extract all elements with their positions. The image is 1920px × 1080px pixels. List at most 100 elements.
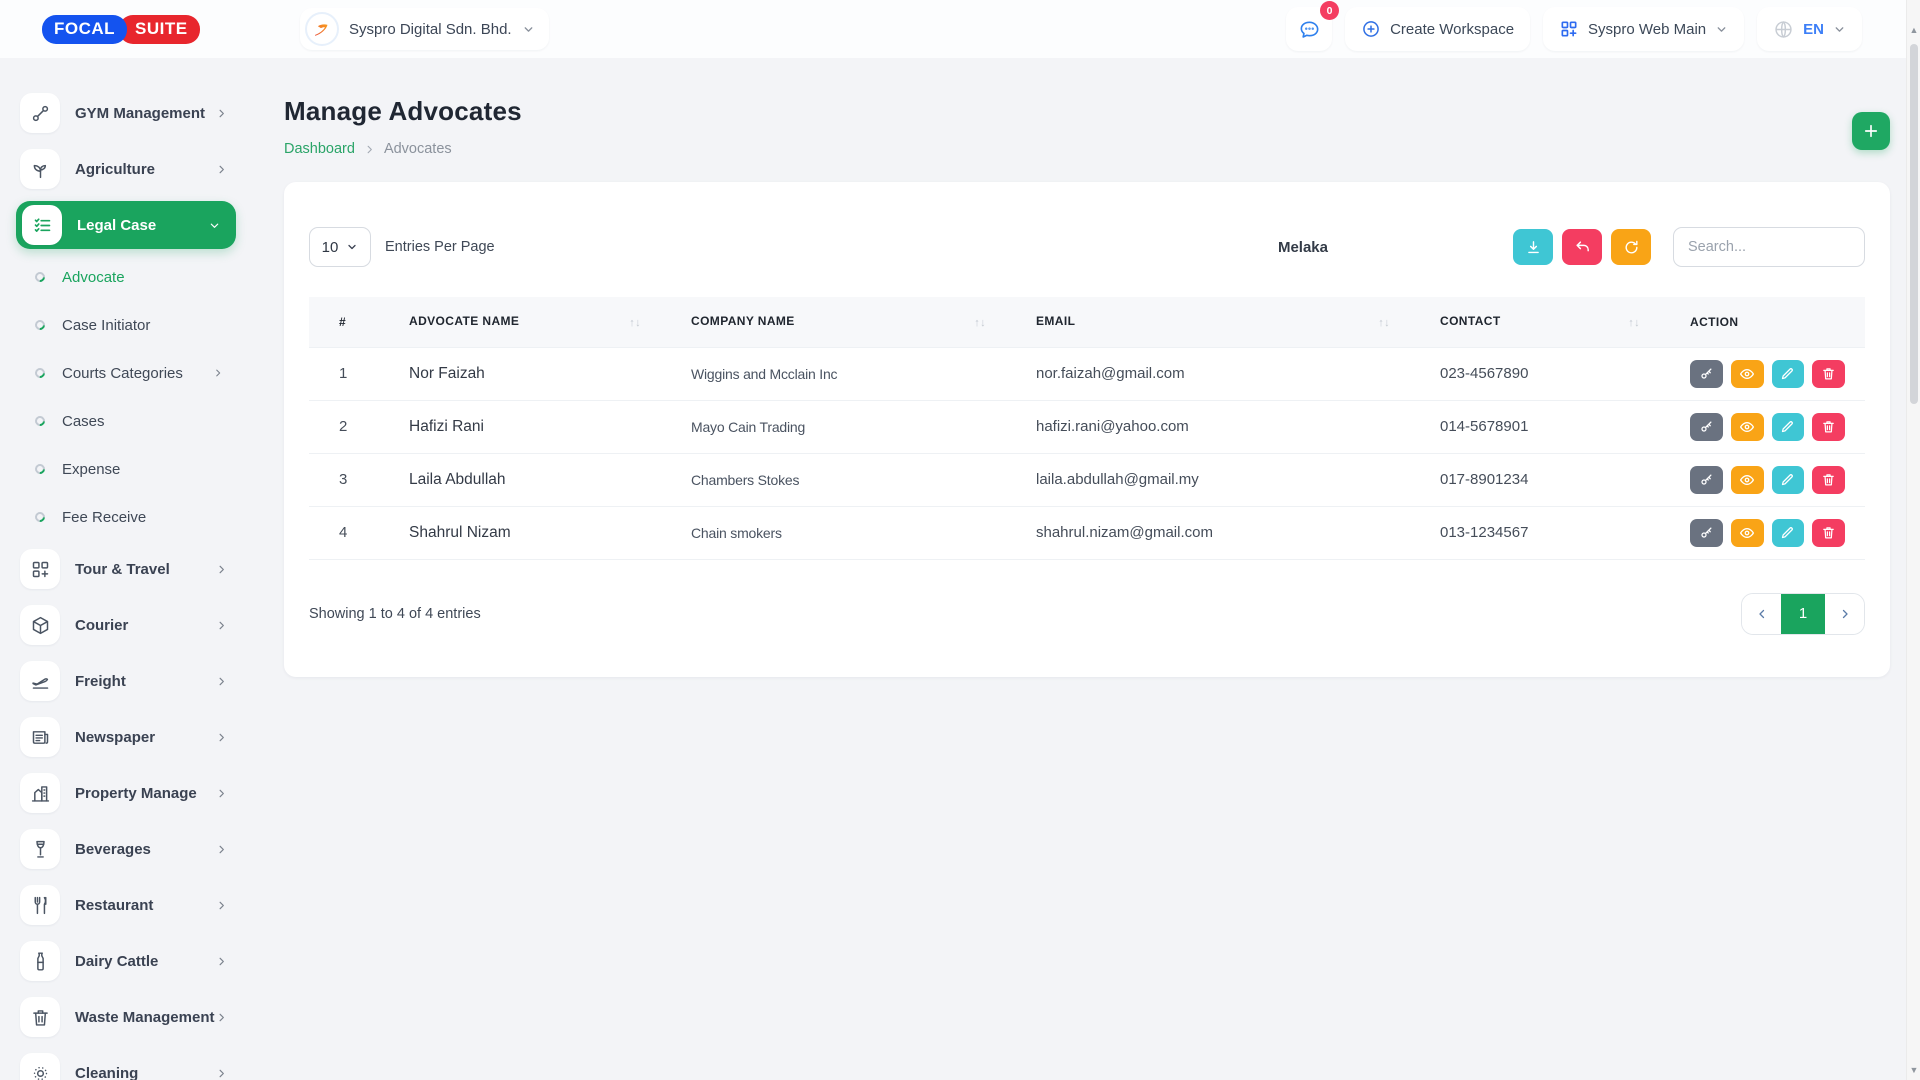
scroll-down-arrow[interactable]: ▼: [1909, 1065, 1919, 1075]
sidebar-item-gym-management[interactable]: GYM Management: [0, 85, 255, 141]
breadcrumb-current: Advocates: [383, 141, 452, 157]
edit-button[interactable]: [1771, 412, 1805, 441]
newspaper-icon: [20, 717, 60, 757]
sidebar-item-waste-management[interactable]: Waste Management: [0, 989, 255, 1045]
sidebar-item-newspaper[interactable]: Newspaper: [0, 709, 255, 765]
key-icon: [1701, 527, 1712, 538]
eye-icon: [1740, 421, 1755, 432]
workspace-selector[interactable]: Syspro Digital Sdn. Bhd.: [300, 8, 549, 50]
plane-icon: [20, 661, 60, 701]
sidebar-item-freight[interactable]: Freight: [0, 653, 255, 709]
logo-focal: FOCAL: [42, 15, 128, 44]
page-scrollbar: ▲ ▼: [1906, 0, 1920, 1080]
permissions-button[interactable]: [1690, 465, 1723, 494]
app-menu-label: Syspro Web Main: [1588, 20, 1707, 38]
package-icon: [20, 605, 60, 645]
sidebar-item-dairy-cattle[interactable]: Dairy Cattle: [0, 933, 255, 989]
language-selector[interactable]: EN: [1757, 7, 1862, 51]
delete-button[interactable]: [1812, 412, 1845, 441]
col-email[interactable]: EMAIL ↑↓: [1006, 297, 1410, 347]
pencil-icon: [1782, 368, 1794, 380]
edit-button[interactable]: [1771, 518, 1805, 547]
sidebar-item-legal-case[interactable]: Legal Case: [16, 201, 236, 249]
seedling-icon: [20, 149, 60, 189]
language-label: EN: [1803, 20, 1824, 38]
create-workspace-button[interactable]: Create Workspace: [1345, 7, 1531, 51]
building-icon: [20, 773, 60, 813]
sidebar-item-cleaning[interactable]: Cleaning: [0, 1045, 255, 1080]
sidebar-subitem-case-initiator[interactable]: Case Initiator: [0, 301, 255, 349]
sidebar-subitem-cases[interactable]: Cases: [0, 397, 255, 445]
sidebar-subitem-expense[interactable]: Expense: [0, 445, 255, 493]
app-logo: FOCAL SUITE: [42, 15, 200, 44]
trash-icon: [1823, 421, 1834, 433]
pagination-page-1[interactable]: 1: [1781, 593, 1825, 634]
sidebar-item-agriculture[interactable]: Agriculture: [0, 141, 255, 197]
sidebar-item-courier[interactable]: Courier: [0, 597, 255, 653]
chevron-right-icon: [216, 620, 227, 631]
undo-button[interactable]: [1562, 229, 1602, 265]
view-button[interactable]: [1730, 412, 1764, 441]
edit-button[interactable]: [1771, 359, 1805, 388]
chevron-right-icon: [216, 564, 227, 575]
chevron-right-icon: [216, 1068, 227, 1079]
view-button[interactable]: [1730, 359, 1764, 388]
eye-icon: [1740, 368, 1755, 379]
delete-button[interactable]: [1812, 359, 1845, 388]
scrollbar-thumb[interactable]: [1910, 44, 1918, 404]
chevron-right-icon: [216, 732, 227, 743]
chevron-right-icon: [216, 108, 227, 119]
view-button[interactable]: [1730, 518, 1764, 547]
sidebar-subitem-courts-categories[interactable]: Courts Categories: [0, 349, 255, 397]
view-button[interactable]: [1730, 465, 1764, 494]
eye-icon: [1740, 474, 1755, 485]
export-download-button[interactable]: [1513, 229, 1553, 265]
messages-badge: 0: [1320, 1, 1340, 20]
sidebar-item-restaurant[interactable]: Restaurant: [0, 877, 255, 933]
pagination-next-button[interactable]: [1825, 593, 1864, 634]
chevron-right-icon: [216, 1012, 227, 1023]
search-input[interactable]: [1673, 227, 1865, 267]
chevron-right-icon: [213, 368, 223, 378]
messages-button[interactable]: 0: [1286, 1, 1340, 51]
table-header-row: # ADVOCATE NAME ↑↓ COMPANY NAME ↑↓ EMAIL ↑↓…: [309, 297, 1865, 347]
app-menu-selector[interactable]: Syspro Web Main: [1543, 7, 1745, 51]
chevron-right-icon: [364, 144, 375, 155]
col-advocate-name[interactable]: ADVOCATE NAME ↑↓: [379, 297, 661, 347]
entries-per-page-select[interactable]: 10: [309, 227, 371, 267]
sidebar-subitem-fee-receive[interactable]: Fee Receive: [0, 493, 255, 541]
col-contact[interactable]: CONTACT ↑↓: [1410, 297, 1660, 347]
breadcrumb-dashboard-link[interactable]: Dashboard: [284, 141, 355, 157]
pagination-prev-button[interactable]: [1742, 593, 1781, 634]
refresh-button[interactable]: [1611, 229, 1651, 265]
permissions-button[interactable]: [1690, 412, 1723, 441]
sort-icon: ↑↓: [629, 317, 641, 330]
chevron-right-icon: [216, 164, 227, 175]
permissions-button[interactable]: [1690, 359, 1723, 388]
bullet-icon: [32, 413, 48, 429]
trash-icon: [20, 997, 60, 1037]
table-row: 1 Nor Faizah Wiggins and Mcclain Inc nor…: [309, 346, 1865, 401]
col-company-name[interactable]: COMPANY NAME ↑↓: [661, 297, 1006, 347]
sidebar-item-beverages[interactable]: Beverages: [0, 821, 255, 877]
sidebar-item-tour-travel[interactable]: Tour & Travel: [0, 541, 255, 597]
sidebar-item-property-manage[interactable]: Property Manage: [0, 765, 255, 821]
chevron-right-icon: [216, 900, 227, 911]
scroll-up-arrow[interactable]: ▲: [1909, 25, 1919, 35]
showing-entries-text: Showing 1 to 4 of 4 entries: [309, 605, 481, 622]
delete-button[interactable]: [1812, 465, 1845, 494]
add-advocate-button[interactable]: [1852, 112, 1890, 150]
key-icon: [1701, 474, 1712, 485]
delete-button[interactable]: [1812, 518, 1845, 547]
table-row: 2 Hafizi Rani Mayo Cain Trading hafizi.r…: [309, 400, 1865, 454]
trash-icon: [1823, 474, 1834, 486]
edit-button[interactable]: [1771, 465, 1805, 494]
bullet-icon: [32, 509, 48, 525]
sidebar-subitem-advocate[interactable]: Advocate: [0, 253, 255, 301]
key-icon: [1701, 368, 1712, 379]
plus-circle-icon: [1363, 21, 1379, 37]
permissions-button[interactable]: [1690, 518, 1723, 547]
sort-icon: ↑↓: [1378, 317, 1390, 330]
chevron-down-icon: [1835, 26, 1844, 32]
workspace-name: Syspro Digital Sdn. Bhd.: [349, 20, 512, 38]
